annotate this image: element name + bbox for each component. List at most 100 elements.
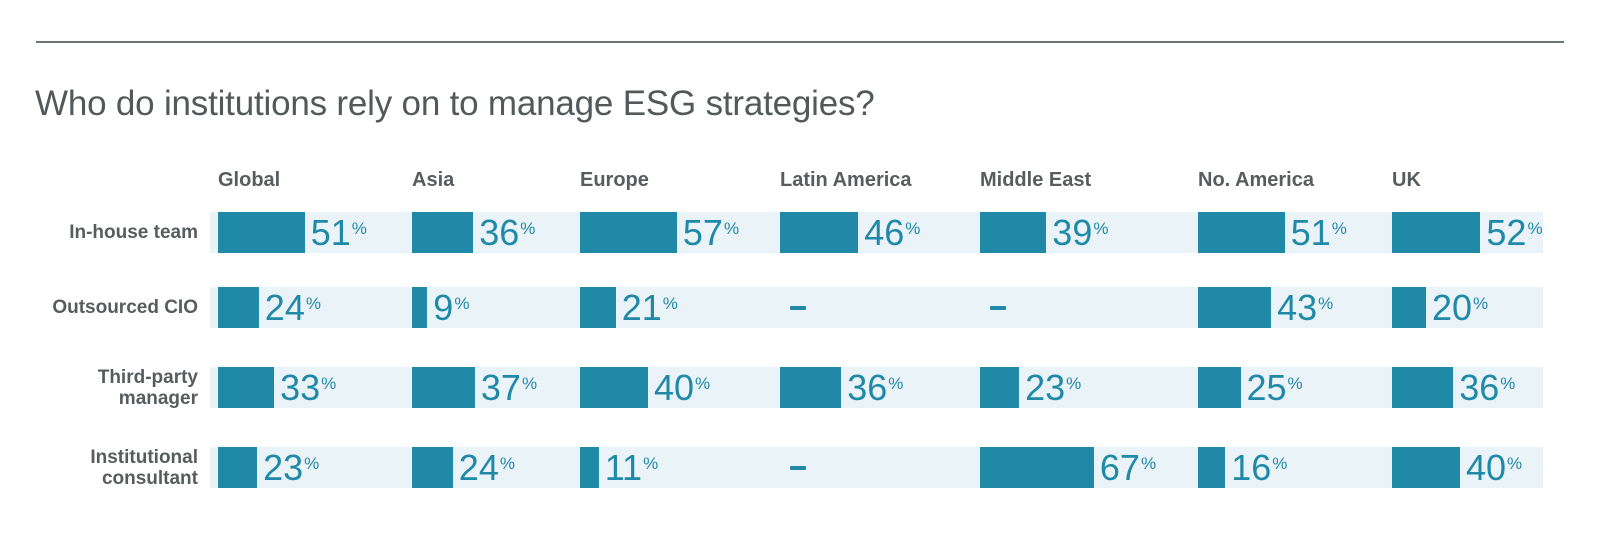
data-cell: 39% [980, 212, 1108, 253]
bar-value: 40% [1466, 446, 1523, 488]
data-cell: 16% [1198, 447, 1287, 488]
data-cell: 21% [580, 287, 678, 328]
percent-sign: % [1318, 293, 1334, 313]
data-cell [780, 447, 806, 488]
row-label-line: Outsourced CIO [52, 297, 198, 318]
column-header: Europe [580, 169, 649, 191]
bar-value: 16% [1231, 446, 1288, 488]
column-header: UK [1392, 169, 1421, 191]
bar-value: 46% [864, 211, 921, 253]
bar [780, 367, 842, 408]
percent-sign: % [351, 218, 367, 238]
bar [1198, 287, 1272, 328]
bar [580, 367, 648, 408]
row-label: In-house team [0, 212, 198, 253]
missing-value-dash [990, 305, 1006, 310]
bar-value: 23% [1025, 366, 1082, 408]
row-label-line: Third-party [97, 366, 198, 388]
bar [412, 287, 428, 328]
row-band: 23% 24% 11% 67% 16% 40% [210, 447, 1543, 488]
bar-value: 21% [621, 286, 678, 328]
percent-sign: % [304, 453, 320, 473]
bar [1198, 212, 1285, 253]
data-cell: 43% [1198, 287, 1333, 328]
column-header: Latin America [780, 169, 912, 191]
data-cell: 36% [1392, 367, 1515, 408]
data-cell [980, 287, 1006, 328]
percent-sign: % [888, 373, 904, 393]
bar [1198, 367, 1241, 408]
data-cell: 20% [1392, 287, 1488, 328]
percent-sign: % [695, 373, 711, 393]
row-label-line: Institutional [90, 446, 198, 468]
data-cell: 9% [412, 287, 469, 328]
row-label-line: In-house team [69, 222, 198, 243]
bar [780, 212, 859, 253]
data-cell: 23% [980, 367, 1081, 408]
bar-value: 43% [1277, 286, 1334, 328]
percent-sign: % [1473, 293, 1489, 313]
bar [580, 287, 616, 328]
bar-value: 9% [433, 286, 470, 328]
missing-value-dash [790, 465, 806, 470]
bar [580, 447, 599, 488]
data-cell: 36% [412, 212, 535, 253]
bar-value: 25% [1246, 366, 1303, 408]
bar [218, 287, 259, 328]
row-band: 51% 36% 57% 46% 39% 51% 52% [210, 212, 1543, 253]
bar [980, 212, 1047, 253]
data-cell [780, 287, 806, 328]
column-header: Global [218, 169, 281, 191]
bar-value: 39% [1052, 211, 1109, 253]
bar-value: 33% [280, 366, 337, 408]
row-label-line: consultant [101, 467, 198, 489]
bar [412, 367, 475, 408]
bar [1392, 212, 1481, 253]
data-cell: 57% [580, 212, 739, 253]
percent-sign: % [1066, 373, 1082, 393]
bar [980, 447, 1094, 488]
data-cell: 52% [1392, 212, 1543, 253]
percent-sign: % [454, 293, 470, 313]
data-cell: 67% [980, 447, 1156, 488]
bar [1392, 287, 1426, 328]
percent-sign: % [662, 293, 678, 313]
percent-sign: % [905, 218, 921, 238]
percent-sign: % [1527, 218, 1543, 238]
bar-value: 52% [1486, 211, 1543, 253]
percent-sign: % [1507, 453, 1523, 473]
bar [412, 212, 474, 253]
bar [1392, 447, 1460, 488]
bar [980, 367, 1020, 408]
percent-sign: % [305, 293, 321, 313]
bar-value: 57% [682, 211, 740, 253]
top-divider [36, 41, 1564, 43]
bar [580, 212, 677, 253]
row-label: Outsourced CIO [0, 287, 198, 328]
missing-value-dash [790, 305, 806, 310]
data-cell: 23% [218, 447, 319, 488]
row-band: 33% 37% 40% 36% 23% 25% 36% [210, 367, 1543, 408]
data-cell: 25% [1198, 367, 1303, 408]
column-header: Asia [412, 169, 455, 191]
bar-value: 23% [263, 446, 320, 488]
bar-value: 36% [847, 366, 904, 408]
bar-value: 24% [458, 446, 515, 488]
bar-value: 51% [1290, 211, 1347, 253]
percent-sign: % [1272, 453, 1288, 473]
bar [218, 447, 258, 488]
bar-value: 40% [654, 366, 711, 408]
data-cell: 24% [412, 447, 515, 488]
bar [218, 367, 275, 408]
data-cell: 51% [218, 212, 367, 253]
data-cell: 11% [580, 447, 658, 488]
row-label-line: manager [118, 387, 198, 409]
percent-sign: % [321, 373, 337, 393]
data-cell: 36% [780, 367, 903, 408]
row-label: Institutional consultant [0, 446, 198, 489]
bar-value: 36% [1459, 366, 1516, 408]
bar [218, 212, 305, 253]
percent-sign: % [521, 373, 538, 393]
percent-sign: % [1093, 218, 1109, 238]
